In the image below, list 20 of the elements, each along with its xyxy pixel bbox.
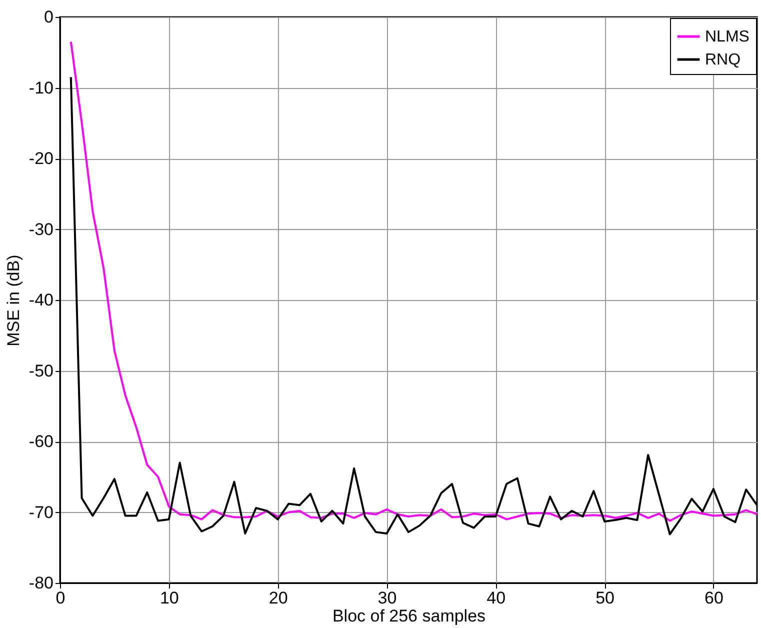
x-tick-label: 20 (268, 588, 288, 608)
legend-label: NLMS (705, 28, 750, 46)
y-tick-label: -20 (28, 149, 54, 168)
y-axis-title: MSE in (dB) (4, 254, 23, 346)
y-tick-label: -50 (28, 361, 54, 380)
y-tick-label: -80 (28, 574, 54, 592)
x-tick-label: 0 (56, 588, 66, 608)
x-tick-label: 60 (704, 588, 724, 608)
x-tick-label: 30 (378, 588, 397, 608)
y-tick-label: -40 (28, 290, 54, 310)
y-tick-label: -10 (28, 78, 54, 98)
y-tick-label: -30 (28, 220, 54, 239)
x-tick-label: 50 (596, 588, 614, 608)
y-tick-label: -70 (28, 502, 54, 522)
x-tick-label: 40 (486, 588, 506, 608)
y-tick-label: 0 (44, 8, 54, 26)
x-axis-title: Bloc of 256 samples (332, 606, 486, 626)
x-tick-label: 10 (160, 588, 179, 608)
y-tick-label: -60 (28, 432, 54, 451)
legend-label: RNQ (705, 52, 741, 68)
